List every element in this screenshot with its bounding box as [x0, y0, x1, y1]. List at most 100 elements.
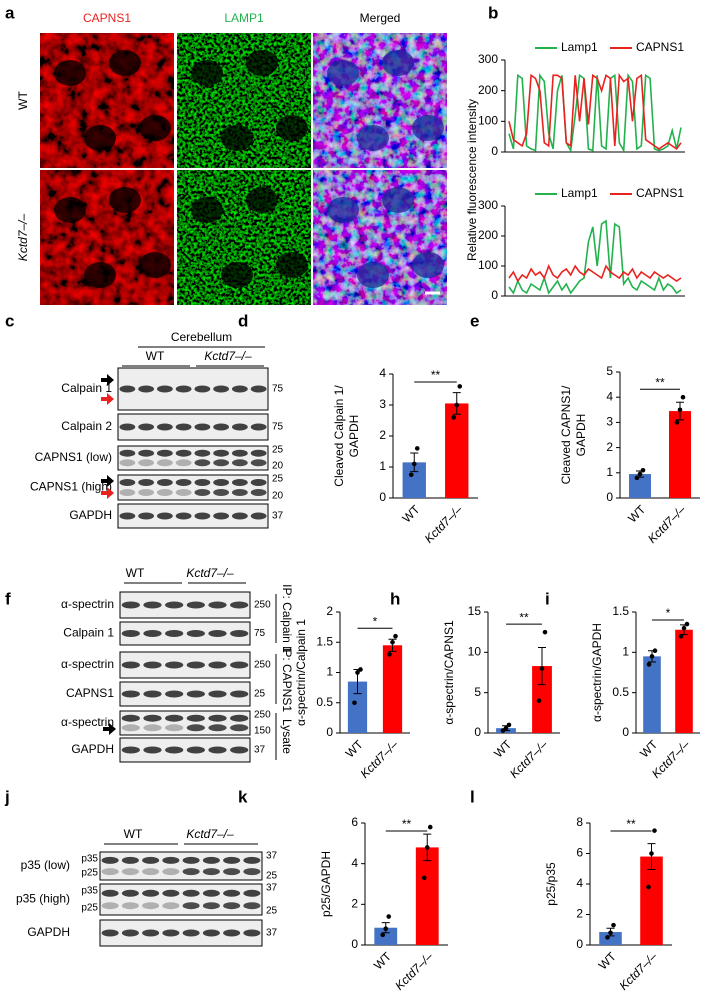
blot-band [138, 459, 154, 467]
y-tick-label: 0.5 [316, 695, 333, 709]
blot-band [182, 868, 200, 876]
blot-band [194, 489, 211, 496]
blot-band [121, 746, 140, 754]
blot-band [208, 724, 227, 732]
nucleus [412, 252, 444, 278]
blot-band [175, 423, 192, 431]
blot-band [119, 479, 136, 486]
panel-letter: j [4, 787, 10, 806]
blot-band [121, 889, 139, 897]
y-tick-label: 2 [379, 428, 386, 442]
data-point [506, 722, 512, 728]
x-tick-label: WT [400, 502, 424, 526]
data-point [646, 884, 651, 890]
bar [640, 856, 663, 945]
nucleus [412, 115, 444, 141]
y-tick-label: 0 [491, 144, 498, 158]
blot-band [250, 489, 267, 496]
blot-band [119, 449, 136, 457]
y-tick-label: 2 [576, 907, 583, 921]
data-point [637, 471, 643, 477]
blot-band [101, 868, 119, 876]
blot-band [165, 661, 184, 669]
data-point [640, 467, 646, 473]
y-tick-label: 10 [468, 645, 482, 659]
blot-band [243, 929, 261, 937]
error-bar [647, 843, 656, 871]
blot-band [175, 385, 192, 393]
y-tick-label: 0 [474, 725, 481, 739]
y-tick-label: 0.5 [612, 685, 629, 699]
blot-band [138, 423, 154, 431]
blot-strip [117, 474, 269, 501]
significance: ** [519, 610, 529, 624]
blot-group: Kctd7–/– [186, 566, 234, 580]
blot-row-label: p35 (low) [21, 858, 70, 872]
blot-band [232, 423, 248, 431]
image-column-title: Merged [360, 11, 401, 25]
blot-band [143, 661, 162, 669]
blot-band [138, 489, 154, 496]
panel-letter: i [545, 589, 550, 608]
arrow [101, 374, 114, 386]
blot-band [243, 868, 261, 876]
blot-band [213, 512, 229, 520]
blot-band [121, 714, 140, 722]
nucleus [191, 60, 223, 86]
data-point [355, 670, 360, 675]
y-tick-label: 4 [606, 389, 613, 403]
blot-band [213, 449, 229, 457]
nucleus [191, 197, 223, 223]
blot-band [250, 512, 267, 520]
significance: ** [655, 375, 665, 389]
blot-band [213, 459, 229, 467]
data-point [380, 932, 386, 938]
x-tick-label: Kctd7–/– [422, 502, 466, 546]
blot-band [119, 489, 136, 496]
blot-band [202, 856, 220, 864]
mw-marker: 25 [272, 445, 284, 456]
blot-band [142, 929, 160, 937]
blot-band [121, 868, 139, 876]
panel-letter: d [238, 311, 248, 330]
nucleus [84, 262, 116, 288]
blot-band [194, 423, 211, 431]
blot-band [182, 889, 200, 897]
y-tick-label: 15 [468, 604, 482, 618]
data-point [608, 930, 613, 936]
bar [532, 666, 552, 733]
data-point [678, 633, 684, 639]
mw-marker: 250 [254, 660, 271, 671]
blot-band [202, 902, 220, 910]
blot-band [182, 929, 200, 937]
blot-strip [119, 681, 251, 707]
nucleus [276, 115, 308, 141]
y-tick-label: 4 [351, 856, 358, 870]
mw-marker: 250 [254, 710, 271, 721]
band-label: p25 [81, 903, 98, 914]
side-label: IP: Calpain 1 [280, 584, 294, 653]
blot-title: Cerebellum [171, 330, 232, 344]
arrow [101, 393, 114, 405]
blot-band [186, 714, 205, 722]
blot-band [186, 746, 205, 754]
blot-band [143, 630, 162, 637]
x-tick-label: WT [625, 502, 649, 526]
blot-band [157, 449, 173, 457]
image-row-label: WT [16, 91, 30, 110]
blot-strip [117, 445, 269, 471]
nucleus [139, 252, 171, 278]
data-point [457, 384, 463, 389]
blot-band [138, 449, 154, 457]
x-tick-label: Kctd7–/– [616, 949, 660, 993]
mw-marker: 20 [272, 491, 284, 502]
y-tick-label: 200 [478, 228, 498, 242]
blot-band [186, 601, 205, 609]
line-series [508, 263, 682, 283]
significance: * [373, 614, 378, 628]
blot-band [162, 856, 180, 864]
data-point [680, 394, 686, 400]
y-tick-label: 300 [478, 52, 498, 66]
mw-marker: 75 [272, 384, 284, 395]
blot-band [182, 856, 200, 864]
